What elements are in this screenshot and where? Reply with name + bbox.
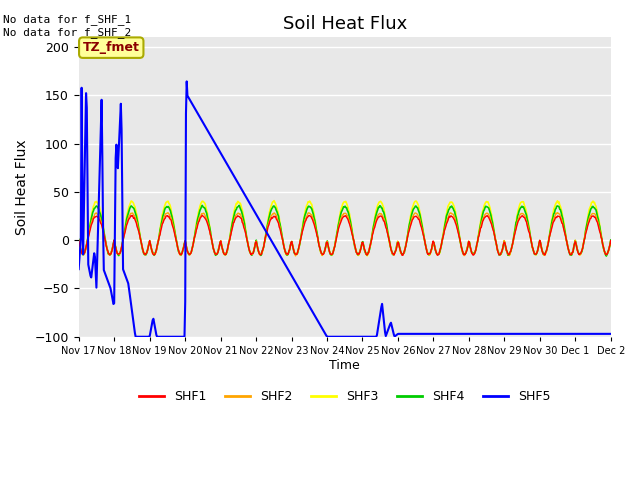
Y-axis label: Soil Heat Flux: Soil Heat Flux [15, 139, 29, 235]
Title: Soil Heat Flux: Soil Heat Flux [283, 15, 407, 33]
Legend: SHF1, SHF2, SHF3, SHF4, SHF5: SHF1, SHF2, SHF3, SHF4, SHF5 [134, 385, 556, 408]
Text: TZ_fmet: TZ_fmet [83, 41, 140, 54]
X-axis label: Time: Time [330, 359, 360, 372]
Text: No data for f_SHF_1
No data for f_SHF_2: No data for f_SHF_1 No data for f_SHF_2 [3, 14, 131, 38]
